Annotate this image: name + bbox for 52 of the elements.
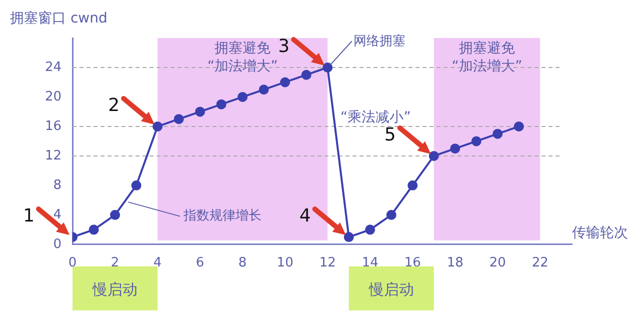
point	[110, 210, 120, 220]
point	[365, 224, 376, 235]
y-tick-label: 4	[53, 207, 62, 222]
point	[492, 128, 503, 139]
point	[238, 92, 248, 102]
y-tick-label: 8	[53, 178, 62, 193]
point	[88, 224, 99, 235]
point	[131, 180, 142, 190]
point	[322, 62, 333, 72]
x-tick-label: 6	[196, 256, 204, 271]
x-tick-label: 18	[446, 256, 464, 271]
annotation: 5	[384, 124, 396, 146]
point	[471, 136, 482, 146]
y-tick-label: 12	[44, 148, 62, 164]
y-tick-label: 0	[53, 236, 62, 252]
annotation: 2	[108, 95, 120, 116]
text: 慢启动	[92, 280, 138, 298]
annotation: 1	[23, 206, 35, 227]
text: 慢启动	[368, 280, 414, 298]
point	[450, 144, 460, 154]
x-tick-label: 4	[153, 256, 162, 271]
annotation: 指数规律增长	[182, 208, 262, 224]
x-axis-title: 传输轮次	[572, 225, 628, 242]
x-tick-label: 2	[110, 256, 120, 271]
x-tick-label: 22	[532, 256, 548, 271]
point	[174, 114, 184, 124]
x-tick-label: 14	[362, 256, 378, 271]
annotation: 3	[278, 36, 290, 58]
point	[408, 180, 418, 190]
point	[216, 99, 226, 110]
x-tick-label: 12	[319, 256, 336, 271]
y-tick-label: 20	[44, 89, 62, 104]
y-tick-label: 24	[44, 60, 62, 75]
x-tick-label: 8	[238, 256, 247, 271]
point	[514, 121, 524, 132]
point	[386, 210, 396, 220]
annotation: “乘法减小”	[340, 110, 411, 126]
point	[258, 84, 269, 95]
point	[428, 150, 439, 161]
point	[280, 77, 290, 88]
y-axis-title: 拥塞窗口 cwnd	[10, 10, 108, 27]
point	[152, 121, 163, 132]
x-tick-label: 0	[68, 256, 77, 271]
point	[344, 232, 354, 242]
point	[301, 70, 312, 80]
x-tick-label: 10	[276, 256, 294, 271]
y-tick-label: 16	[44, 118, 62, 134]
x-tick-label: 20	[489, 256, 506, 271]
annotation: 4	[299, 206, 311, 227]
point	[195, 106, 206, 117]
x-tick-label: 16	[404, 256, 421, 271]
annotation: 网络拥塞	[354, 32, 406, 49]
